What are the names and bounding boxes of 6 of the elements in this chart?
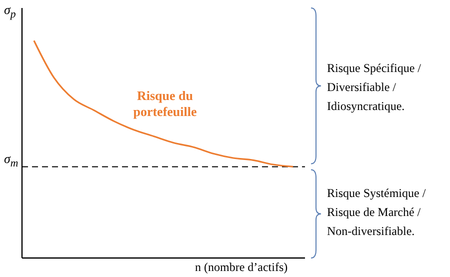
y-axis-title: σ$_{p}$: [4, 2, 16, 21]
x-axis-title: n (nombre d’actifs): [195, 260, 288, 274]
annotation: Risque du portefeuille: [133, 88, 197, 120]
ref-line-label: σ$_{m}$: [4, 150, 18, 170]
text: Risque Systémique / Risque de Marché / Non-diversifiable.: [327, 186, 426, 238]
text: Risque Spécifique / Diversifiable / Idiosyncratique.: [327, 61, 421, 114]
